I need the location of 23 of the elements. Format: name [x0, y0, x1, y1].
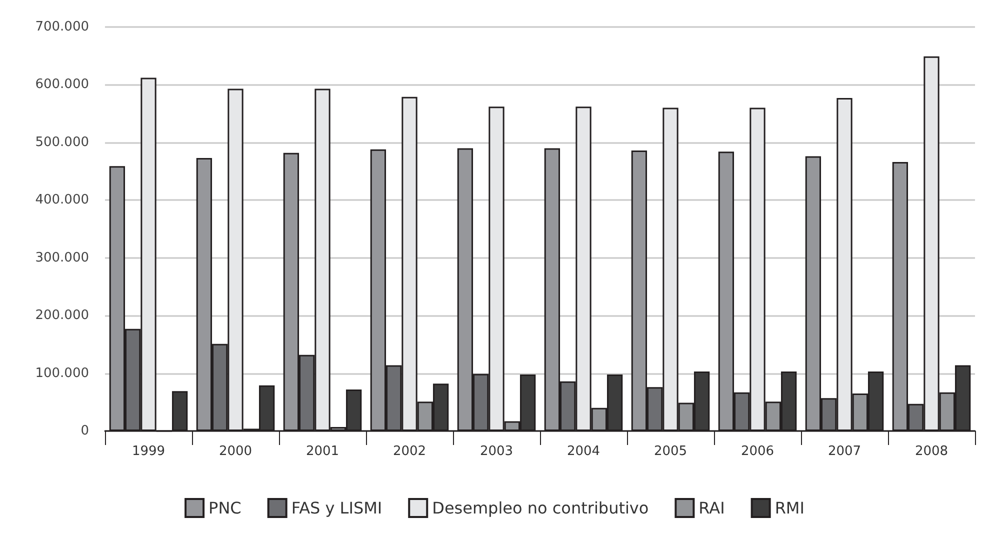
y-tick-label: 200.000 [35, 308, 89, 324]
y-tick-label: 300.000 [35, 250, 89, 266]
legend-label: Desempleo no contributivo [432, 498, 649, 518]
y-tick-label: 600.000 [35, 77, 89, 92]
x-tick-label: 2007 [828, 444, 862, 459]
x-tick-label: 2008 [914, 444, 948, 459]
x-tick-label: 2004 [566, 444, 600, 459]
y-tick-label: 100.000 [35, 366, 89, 381]
x-tick-label: 2003 [480, 444, 514, 459]
legend-label: PNC [208, 498, 242, 518]
y-tick-label: 700.000 [35, 20, 89, 34]
legend-label: FAS y LISMI [291, 498, 382, 518]
y-tick-label: 500.000 [35, 134, 89, 150]
legend-label: RMI [774, 498, 804, 518]
x-tick-label: 2006 [740, 444, 774, 459]
y-tick-label: 400.000 [35, 192, 89, 208]
x-tick-label: 2000 [218, 444, 252, 459]
x-tick-label: 2002 [392, 444, 426, 459]
x-tick-label: 2001 [306, 444, 340, 459]
x-tick-label: 1999 [132, 444, 166, 459]
y-tick-label: 0 [80, 424, 89, 438]
legend-label: RAI [698, 498, 725, 518]
x-tick-label: 2005 [654, 444, 688, 459]
